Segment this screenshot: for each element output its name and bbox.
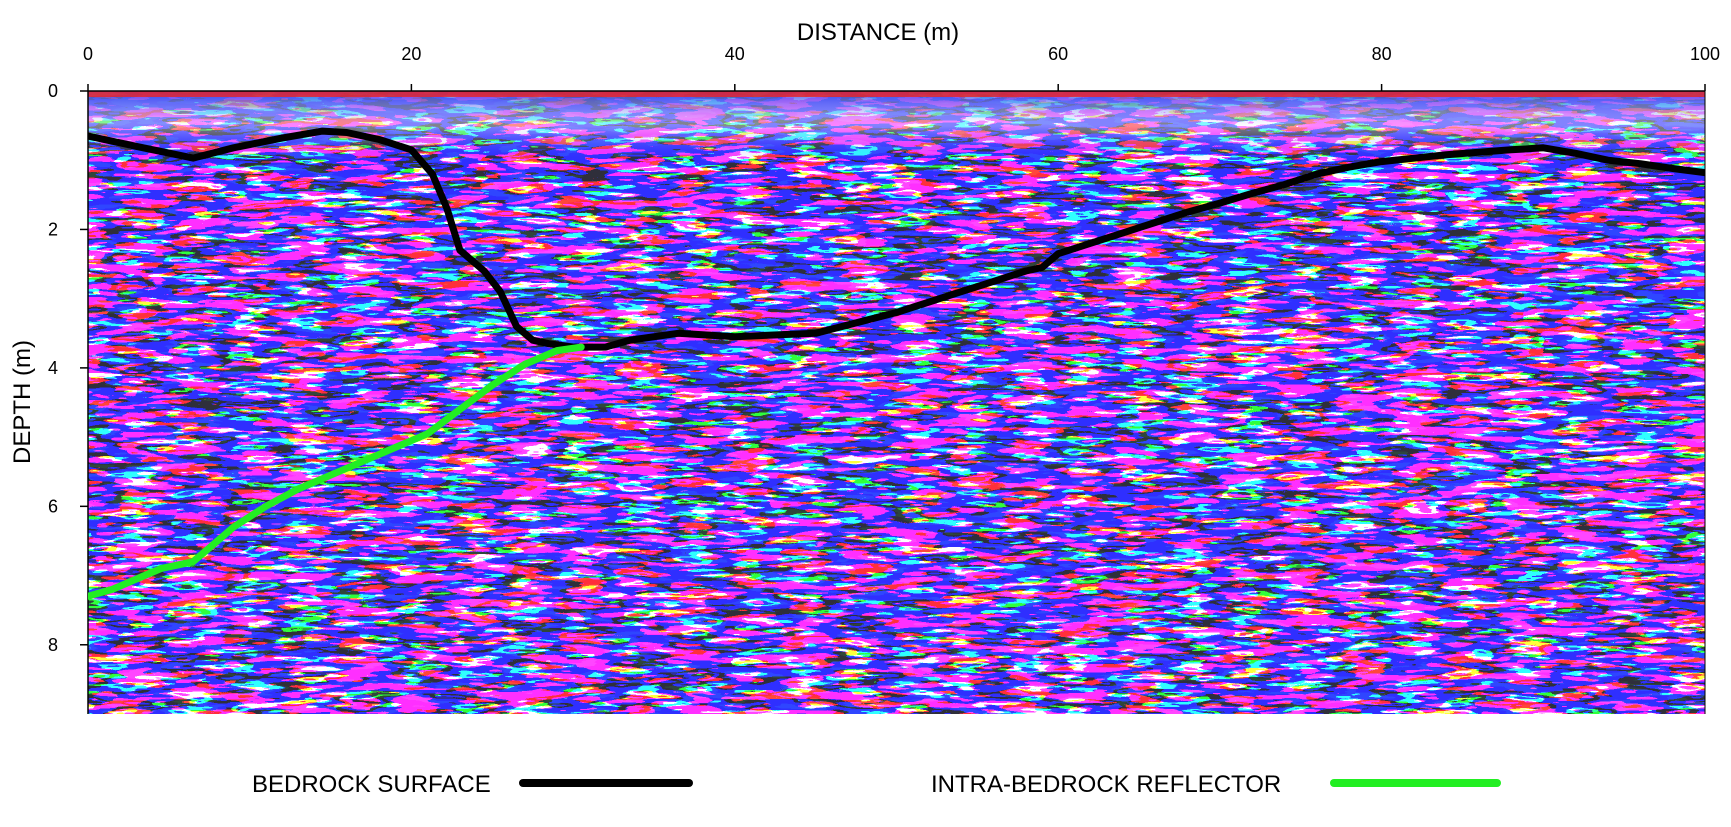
legend: BEDROCK SURFACE INTRA-BEDROCK REFLECTOR xyxy=(252,771,1501,798)
y-tick-label: 8 xyxy=(48,635,58,655)
legend-label-bedrock-surface: BEDROCK SURFACE xyxy=(252,771,491,798)
y-tick-label: 4 xyxy=(48,358,58,378)
intra-bedrock-reflector-line xyxy=(88,343,585,600)
y-ticks: 0 2 4 6 8 xyxy=(48,81,88,655)
x-tick-label: 40 xyxy=(725,44,745,64)
bedrock-surface-line xyxy=(88,127,1705,351)
x-axis-title: DISTANCE (m) xyxy=(797,19,959,46)
x-tick-label: 20 xyxy=(401,44,421,64)
y-tick-label: 2 xyxy=(48,219,58,239)
x-tick-label: 60 xyxy=(1048,44,1068,64)
x-tick-label: 100 xyxy=(1690,44,1720,64)
series-layer xyxy=(88,127,1705,600)
legend-label-intra-bedrock-reflector: INTRA-BEDROCK REFLECTOR xyxy=(931,771,1281,798)
x-tick-label: 80 xyxy=(1372,44,1392,64)
axes xyxy=(87,90,1706,714)
x-ticks: 0 20 40 60 80 100 xyxy=(83,44,1720,91)
x-tick-label: 0 xyxy=(83,44,93,64)
y-axis-title: DEPTH (m) xyxy=(9,340,36,464)
y-tick-label: 6 xyxy=(48,496,58,516)
radar-background xyxy=(88,91,1705,714)
y-tick-label: 0 xyxy=(48,81,58,101)
